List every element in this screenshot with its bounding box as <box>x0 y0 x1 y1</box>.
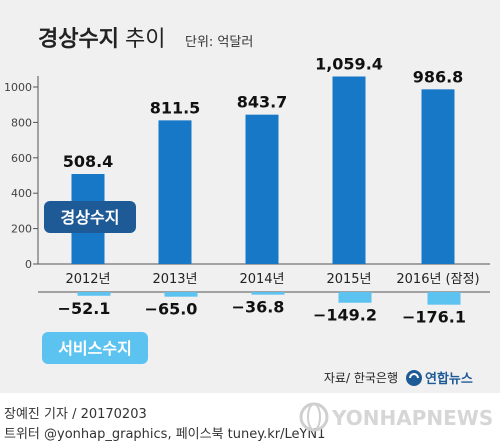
chart-title-suffix: 추이 <box>125 27 165 52</box>
chart-panel: 0 200 400 600 800 1000 2012년 2013년 2014년 2015년 20… <box>0 0 500 393</box>
current-account-label-box <box>44 201 136 233</box>
service-balance-label-box <box>42 332 148 364</box>
y-tick-label: 200 <box>11 223 32 236</box>
service-balance-value-label: −52.1 <box>58 299 111 318</box>
current-account-bar <box>245 114 279 264</box>
current-account-bar <box>421 89 455 265</box>
y-tick-label: 600 <box>11 152 32 165</box>
reporter-credit: 장예진 기자 / 20170203 <box>4 407 147 422</box>
category-label: 2013년 <box>152 272 197 287</box>
current-account-value-label: 986.8 <box>413 67 464 86</box>
category-label: 2016년 (잠정) <box>396 272 479 287</box>
service-balance-value-label: −149.2 <box>313 306 377 325</box>
source-label: 자료/ 한국은행 <box>324 370 398 385</box>
watermark-globe-icon <box>299 402 329 432</box>
watermark: YONHAPNEWS <box>299 402 493 432</box>
logo-text: 연합뉴스 <box>425 371 473 387</box>
footer: 장예진 기자 / 20170203 트위터 @yonhap_graphics, … <box>0 393 500 445</box>
category-label: 2015년 <box>326 272 371 287</box>
logo-mark-icon <box>406 370 422 386</box>
chart-svg: 0 200 400 600 800 1000 2012년 2013년 2014년 2015년 20… <box>4 27 490 387</box>
service-balance-bar <box>77 292 111 296</box>
watermark-globe-meridian-icon <box>307 403 321 431</box>
service-balance-bar <box>427 292 461 305</box>
service-balance-bar <box>251 292 285 295</box>
service-balance-series-label: 서비스수지 <box>58 339 132 358</box>
category-label: 2012년 <box>65 272 110 287</box>
chart-title: 경상수지 <box>38 27 119 52</box>
y-tick-label: 1000 <box>4 81 32 94</box>
unit-label: 단위: 억달러 <box>185 35 253 50</box>
service-balance-value-label: −65.0 <box>145 300 198 319</box>
current-account-value-label: 1,059.4 <box>315 54 383 73</box>
current-account-value-label: 508.4 <box>63 152 114 171</box>
y-tick-label: 800 <box>11 116 32 129</box>
service-balance-value-label: −36.8 <box>232 298 285 317</box>
service-balance-value-label: −176.1 <box>402 308 466 327</box>
service-balance-bar <box>164 292 198 297</box>
y-tick-label: 400 <box>11 187 32 200</box>
social-credit: 트위터 @yonhap_graphics, 페이스북 tuney.kr/LeYN… <box>4 427 326 442</box>
current-account-value-label: 811.5 <box>150 98 201 117</box>
category-label: 2014년 <box>239 272 284 287</box>
current-account-value-label: 843.7 <box>237 93 288 112</box>
current-account-series-label: 경상수지 <box>61 208 120 227</box>
logo-swoosh-icon <box>409 373 419 379</box>
service-balance-bar <box>338 292 372 303</box>
current-account-bar <box>158 120 192 264</box>
y-tick-label: 0 <box>25 258 32 271</box>
watermark-text: YONHAPNEWS <box>331 406 493 430</box>
current-account-bar <box>332 76 366 264</box>
yonhap-logo: 연합뉴스 <box>406 370 473 387</box>
